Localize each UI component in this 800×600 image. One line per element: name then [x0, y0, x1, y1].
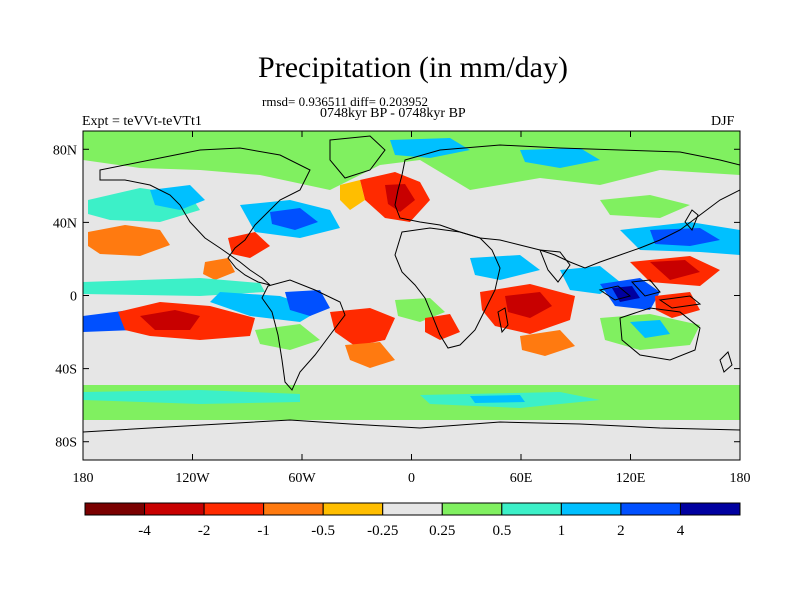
field-arctic-wet [83, 131, 740, 190]
field-gulf-dry [228, 232, 270, 258]
field-aus-wet [630, 320, 670, 338]
y-tick-label: 40N [53, 216, 77, 231]
colorbar: -4 -2 -1 -0.5 -0.25 0.25 0.5 1 2 4 [84, 502, 741, 539]
coast-india [539, 249, 571, 283]
colorbar-label: 4 [677, 523, 685, 539]
colorbar-label: 1 [558, 523, 566, 539]
stats-line: rmsd= 0.936511 diff= 0.203952 [262, 94, 428, 109]
colorbar-label: -0.5 [311, 523, 335, 539]
coast-australia [619, 307, 701, 361]
y-tick-label: 80S [55, 436, 77, 451]
field-npac-dry [88, 225, 170, 256]
field-nwatl-wet-core [270, 208, 318, 230]
coast-japan [684, 209, 699, 231]
colorbar-label: -2 [198, 523, 211, 539]
x-tick-label: 120E [616, 471, 646, 486]
season-label: DJF [711, 114, 735, 129]
field-mc-dry-2 [655, 292, 700, 318]
x-tick-label: 60W [288, 471, 316, 486]
y-axis: 80N 40N 0 40S 80S [53, 143, 740, 451]
y-tick-label: 40S [55, 363, 77, 378]
y-tick-label: 0 [70, 290, 77, 305]
field-satl-dry [330, 308, 395, 346]
coast-antarctica [83, 419, 740, 433]
field-so-wet-4 [470, 395, 525, 403]
coast-europe-asia [394, 144, 740, 269]
period-subtitle: 0748kyr BP - 0748kyr BP [320, 106, 466, 121]
colorbar-label: 0.5 [492, 523, 511, 539]
plot-title: Precipitation (in mm/day) [258, 51, 568, 84]
colorbar-swatch [322, 502, 384, 516]
field-io-wet-2 [470, 255, 540, 280]
coast-greenland [329, 135, 386, 179]
coast-north-america [99, 147, 311, 286]
x-tick-label: 120W [175, 471, 210, 486]
colorbar-label: -1 [257, 523, 270, 539]
x-axis: 180 120W 60W 0 60E 120E 180 [73, 131, 751, 486]
precipitation-map [82, 130, 741, 461]
coast-new-zealand [719, 351, 733, 373]
field-io-orange [520, 330, 575, 356]
colorbar-swatch [441, 502, 503, 516]
field-spac-dry-core [140, 310, 200, 330]
x-tick-label: 0 [408, 471, 415, 486]
field-npac-wet-2 [150, 185, 205, 210]
colorbar-swatch [620, 502, 681, 516]
field-mc-dry-core [650, 260, 700, 280]
colorbar-swatch [501, 502, 562, 516]
x-tick-label: 180 [73, 471, 94, 486]
field-amazon-wet [285, 290, 330, 316]
anomaly-field [83, 131, 740, 420]
field-spac-green [255, 324, 320, 350]
coast-indonesia [598, 279, 702, 309]
experiment-label: Expt = teVVt-teVTt1 [82, 114, 202, 129]
colorbar-swatch [382, 502, 443, 516]
y-tick-label: 80N [53, 143, 77, 158]
field-spac-wet-belt [210, 292, 320, 322]
field-arctic-wet-3 [520, 148, 600, 168]
coast-south-america [261, 279, 346, 391]
field-arctic-wet-2 [390, 138, 470, 158]
colorbar-label: 0.25 [429, 523, 455, 539]
coast-africa [394, 227, 501, 349]
field-so-wet-2 [83, 390, 300, 404]
coast-madagascar [497, 307, 509, 334]
colorbar-swatch [84, 502, 146, 516]
colorbar-label: -4 [138, 523, 151, 539]
field-wpac-wet-core [650, 228, 720, 246]
x-tick-label: 60E [510, 471, 533, 486]
field-wpac-green [600, 195, 690, 218]
field-carib-orange [203, 258, 235, 280]
coastlines [83, 135, 740, 433]
field-natl-dry-core [385, 184, 415, 212]
colorbar-label: 2 [617, 523, 625, 539]
field-mc-wet-core [612, 286, 640, 302]
colorbar-label: -0.25 [367, 523, 398, 539]
colorbar-swatch [560, 502, 622, 516]
colorbar-swatch [144, 502, 205, 516]
field-satl-orange [345, 342, 395, 368]
field-natl-orange [340, 180, 365, 210]
x-tick-label: 180 [730, 471, 751, 486]
field-io-dry-core [505, 292, 552, 318]
colorbar-swatch [263, 502, 324, 516]
field-epac-wet [83, 278, 265, 296]
colorbar-swatch [679, 502, 741, 516]
colorbar-swatch [203, 502, 265, 516]
